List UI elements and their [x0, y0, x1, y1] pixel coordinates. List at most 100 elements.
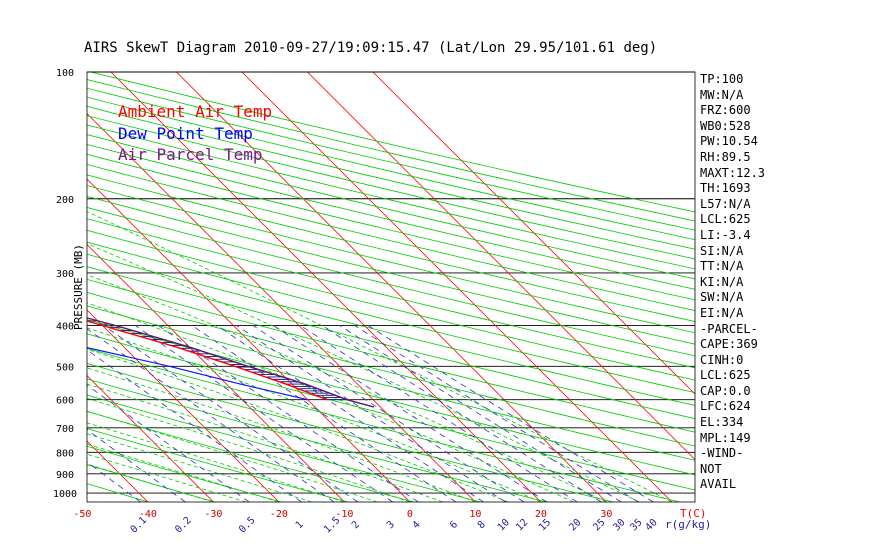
- stat-item: TH:1693: [700, 181, 751, 196]
- stat-item: -PARCEL-: [700, 321, 758, 336]
- mixing-ratio-line: [158, 325, 419, 502]
- dry-adiabat-line: [87, 394, 481, 502]
- stat-item: PW:10.54: [700, 134, 758, 149]
- mixing-ratio-line: [135, 325, 393, 502]
- legend-ambient-air-temp: Ambient Air Temp: [118, 102, 272, 121]
- stat-item: TP:100: [700, 72, 744, 86]
- stat-item: MAXT:12.3: [700, 165, 766, 180]
- pressure-tick-600: 600: [56, 396, 74, 407]
- bottom-temp-tick: 10: [469, 509, 481, 520]
- dew-point-temp-line: [87, 347, 308, 401]
- stat-item: MPL:149: [700, 430, 751, 445]
- mixing-ratio-line: [367, 325, 654, 502]
- bottom-temp-tick: -50: [73, 509, 91, 520]
- legend-dew-point-temp: Dew Point Temp: [118, 124, 253, 143]
- isotherm-line: [87, 178, 411, 502]
- dry-adiabat-line: [87, 174, 695, 322]
- mixing-ratio-lines: [87, 325, 654, 502]
- isotherm-line: [87, 375, 214, 502]
- stat-item: SI:N/A: [700, 243, 744, 258]
- mixing-ratio-line: [354, 325, 639, 502]
- stat-item: NOT: [700, 461, 722, 476]
- bottom-temp-tick: -30: [204, 509, 222, 520]
- cape-hatched-area: [87, 320, 347, 401]
- stat-item: LI:-3.4: [700, 227, 751, 242]
- dry-adiabat-line: [87, 348, 680, 502]
- stat-item: FRZ:600: [700, 103, 751, 118]
- mixing-ratio-line: [236, 325, 506, 502]
- moist-adiabat-line: [87, 367, 476, 502]
- mixing-ratio-line: [216, 325, 484, 502]
- dry-adiabat-line: [87, 218, 695, 369]
- mixing-ratio-line: [191, 325, 457, 502]
- stat-item: TT:N/A: [700, 259, 744, 274]
- sounding-profiles: [87, 317, 375, 408]
- mixing-ratio-line: [252, 325, 525, 502]
- isotherm-line: [87, 244, 345, 502]
- dry-adiabat-line: [87, 362, 614, 502]
- stat-item: LCL:625: [700, 368, 751, 383]
- dry-adiabat-line: [87, 428, 348, 502]
- bottom-temp-tick: 0: [407, 509, 413, 520]
- stat-item: L57:N/A: [700, 196, 751, 211]
- dry-adiabat-line: [87, 319, 695, 476]
- dry-adiabat-line: [87, 378, 548, 502]
- dry-adiabat-line: [87, 185, 695, 334]
- dry-adiabat-line: [87, 143, 695, 290]
- mixing-ratio-line: [300, 325, 578, 502]
- mixing-ratio-line: [87, 328, 335, 502]
- ambient-air-temp-line: [87, 320, 328, 401]
- isotherm-line: [110, 72, 542, 502]
- dry-adiabat-line: [87, 164, 695, 311]
- pressure-tick-900: 900: [56, 470, 74, 481]
- air-parcel-temp-line: [87, 317, 375, 408]
- dry-adiabat-line: [87, 445, 282, 502]
- moist-adiabat-line: [87, 443, 280, 502]
- bottom-temp-tick: -40: [139, 509, 157, 520]
- legend-air-parcel-temp: Air Parcel Temp: [118, 145, 263, 164]
- mixing-ratio-line: [103, 325, 359, 502]
- pressure-tick-400: 400: [56, 322, 74, 333]
- stat-item: WB0:528: [700, 118, 751, 133]
- dry-adiabat-line: [87, 292, 695, 447]
- plot-frame: [86, 71, 696, 503]
- mixing-ratio-line: [87, 461, 141, 502]
- moist-adiabat-line: [87, 463, 214, 502]
- stat-item: KI:N/A: [700, 274, 744, 289]
- pressure-tick-300: 300: [56, 269, 74, 280]
- mixing-ratio-line: [87, 349, 302, 502]
- pressure-tick-700: 700: [56, 424, 74, 435]
- moist-adiabat-line: [87, 302, 574, 502]
- mixing-ratio-line: [87, 384, 250, 502]
- dry-adiabat-line: [87, 195, 695, 345]
- dry-adiabat-line: [87, 278, 695, 433]
- dry-adiabat-line: [87, 153, 695, 301]
- stat-item: LFC:624: [700, 399, 751, 414]
- dry-adiabat-line: [87, 411, 415, 502]
- moist-adiabat-line: [87, 243, 640, 502]
- moist-adiabat-line: [87, 274, 607, 502]
- mixing-ratio-line: [339, 325, 622, 502]
- mixing-ratio-line: [87, 429, 186, 502]
- stat-item: EI:N/A: [700, 305, 744, 320]
- x-axis-label-temperature: T(C): [680, 507, 707, 520]
- stat-item: -WIND-: [700, 446, 744, 461]
- pressure-tick-500: 500: [56, 362, 74, 373]
- dry-adiabat-line: [87, 134, 695, 280]
- stat-item: CAP:0.0: [700, 383, 751, 398]
- pressure-tick-100: 100: [56, 68, 74, 79]
- dry-adiabat-lines: [87, 72, 695, 502]
- isotherm-line: [307, 72, 695, 461]
- stat-item: SW:N/A: [700, 290, 744, 305]
- stability-index-list: TP:100 MW:N/A FRZ:600 WB0:528 PW:10.54 RH:89.…: [700, 72, 868, 493]
- stat-item: EL:334: [700, 415, 744, 430]
- dry-adiabat-line: [87, 124, 695, 270]
- moist-adiabat-line: [87, 453, 247, 502]
- dry-adiabat-line: [87, 241, 695, 394]
- bottom-temp-tick: 30: [600, 509, 612, 520]
- isotherm-line: [87, 309, 280, 502]
- pressure-tick-1000: 1000: [53, 489, 77, 500]
- pressure-tick-800: 800: [56, 448, 74, 459]
- stat-item: CINH:0: [700, 352, 744, 367]
